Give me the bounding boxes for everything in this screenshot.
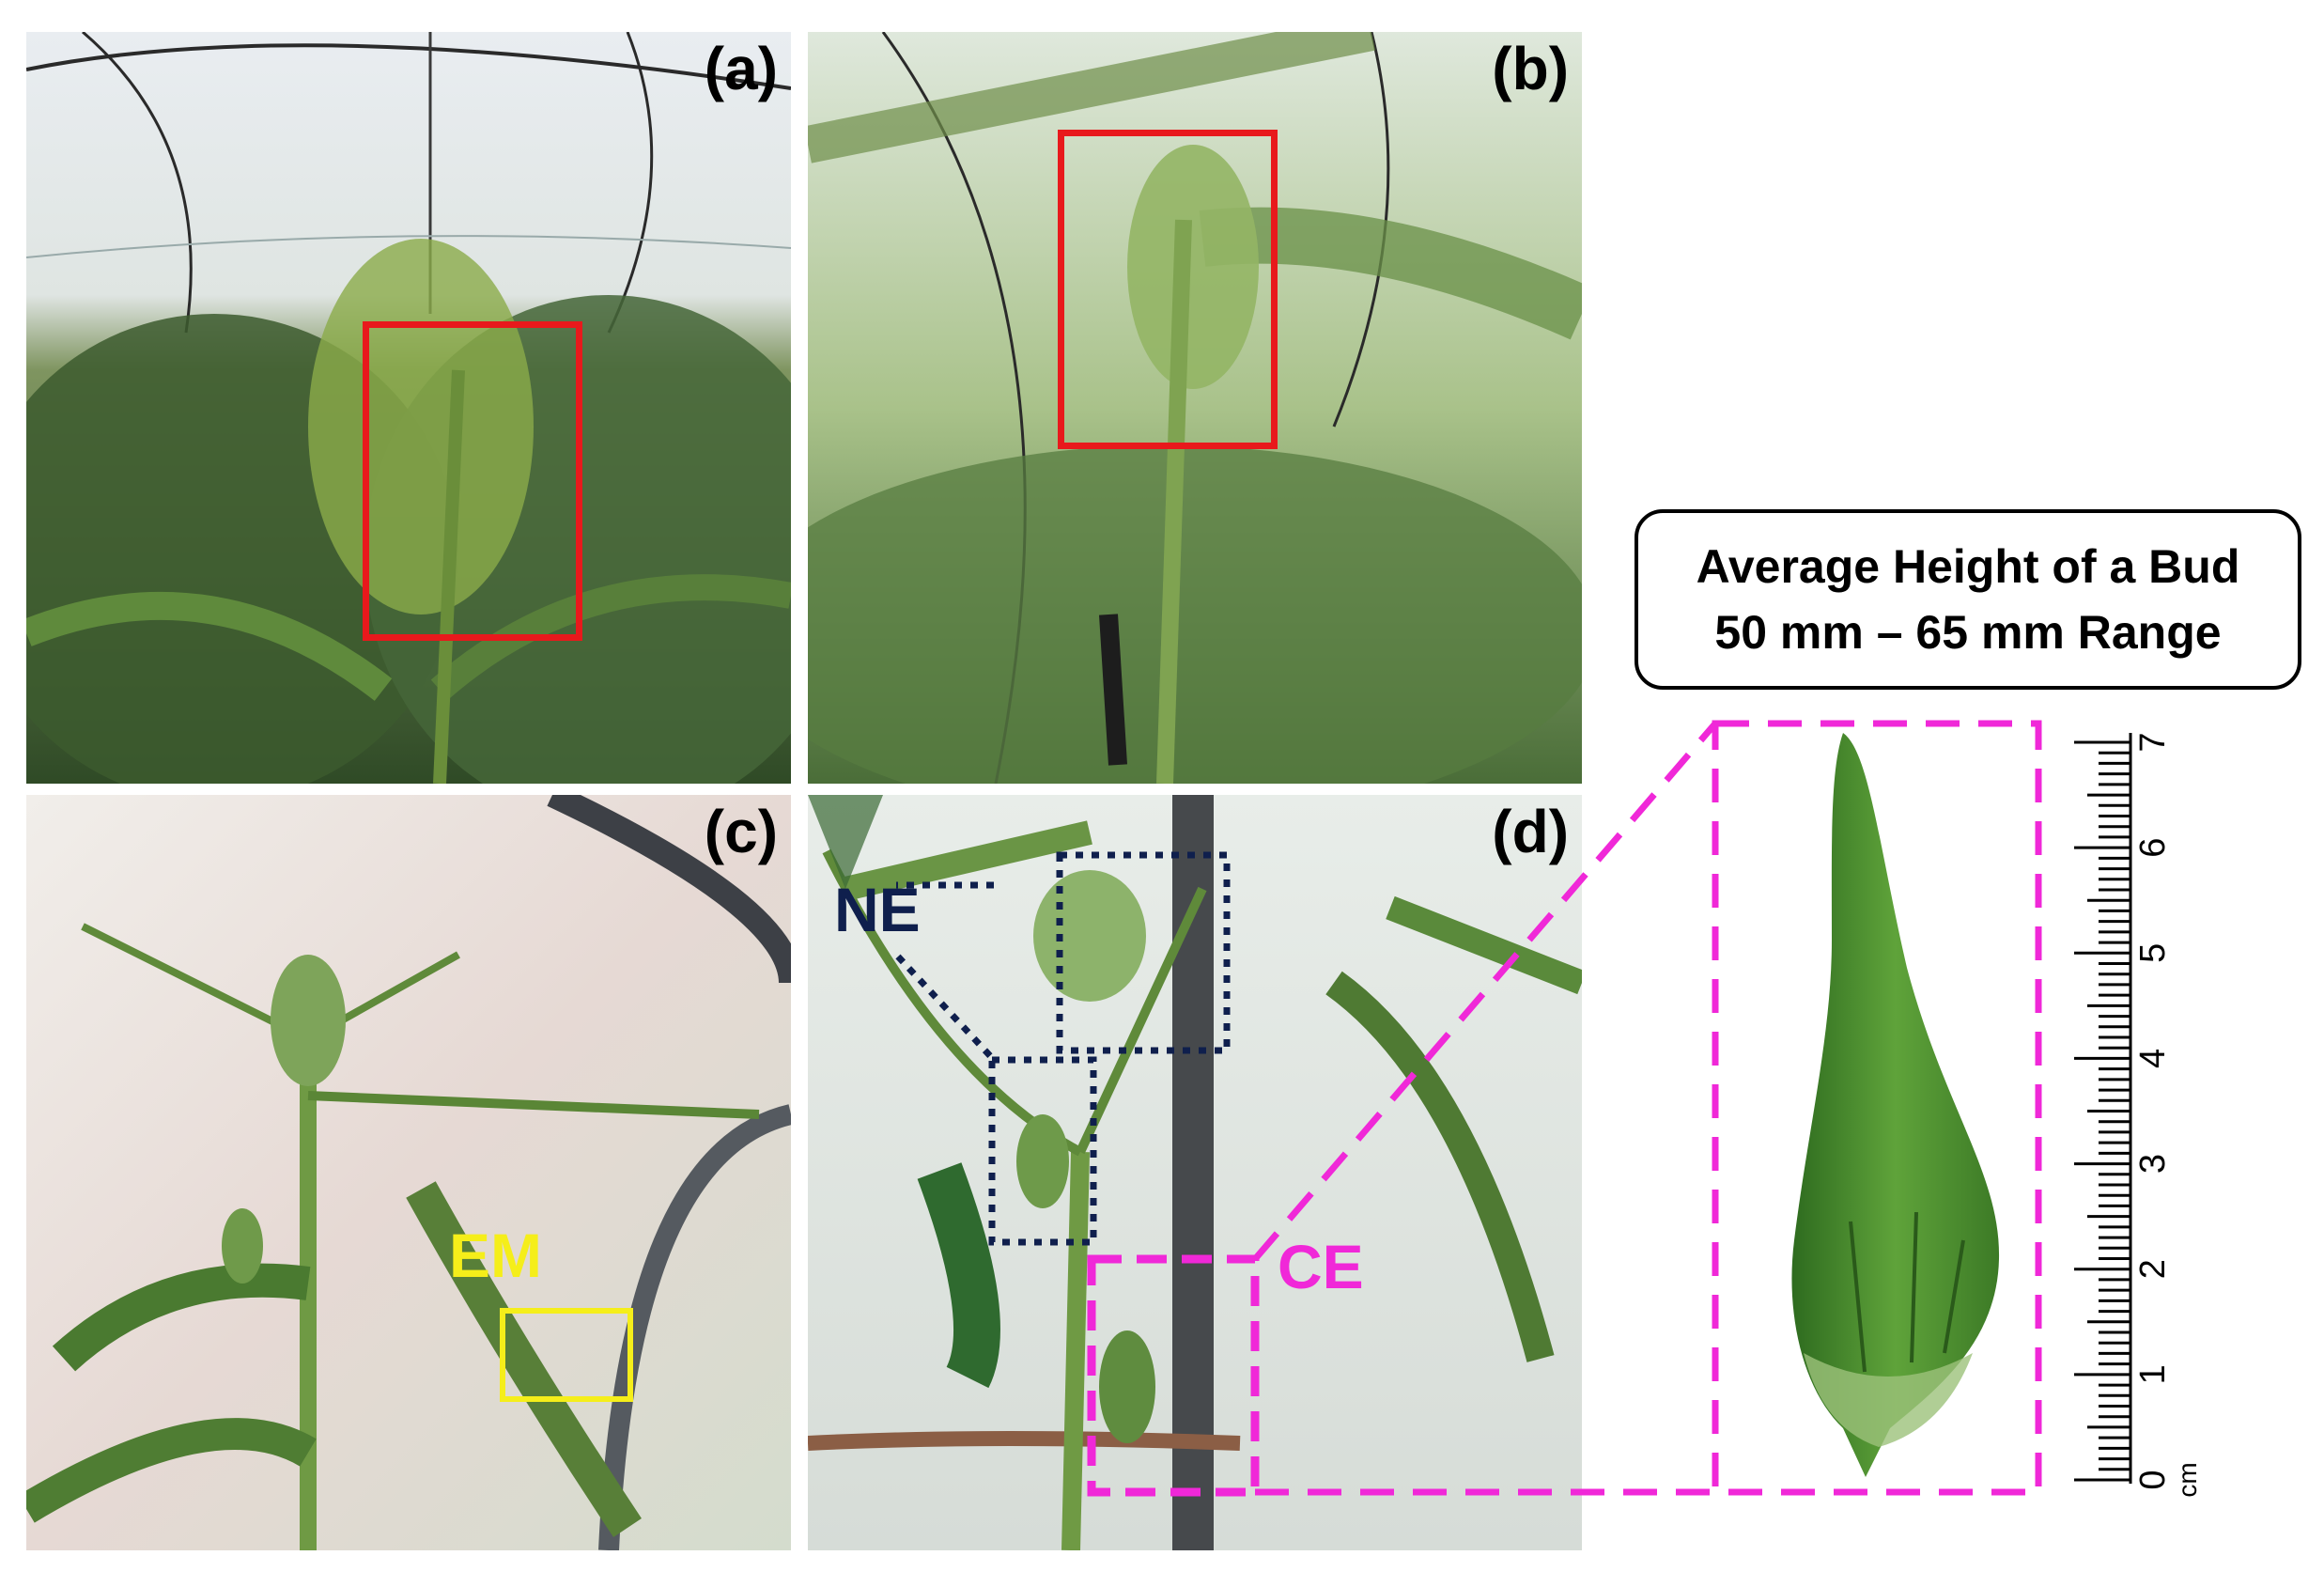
average-height-box: Average Height of a Bud 50 mm – 65 mm Ra… [1635,509,2301,690]
average-height-title: Average Height of a Bud [1696,540,2240,593]
ruler-labels: 0 1 2 3 4 5 6 7 cm [2133,732,2202,1497]
greenhouse-photo-c [26,795,791,1550]
ne-label: NE [834,875,921,944]
bud-closeup-image [1791,733,2000,1477]
panel-label-b: (b) [1492,35,1569,102]
photo-panel-c: (c) EM [26,795,791,1550]
ruler-tick-label: 2 [2133,1259,2173,1279]
ruler [2074,733,2132,1484]
bud-highlight-box-b [1058,130,1278,449]
photo-panel-b: (b) [808,32,1582,784]
ruler-tick-label: 4 [2133,1049,2173,1068]
panel-label-a: (a) [704,35,778,102]
ruler-tick-label: 7 [2133,732,2173,752]
bud-highlight-box-a [363,321,582,641]
photo-panel-a: (a) [26,32,791,784]
ruler-tick-label: 1 [2133,1364,2173,1384]
panel-label-d: (d) [1492,798,1569,865]
panel-label-c: (c) [704,798,778,865]
greenhouse-photo-b [808,32,1582,784]
ruler-tick-label: 6 [2133,838,2173,858]
em-label: EM [449,1221,542,1290]
ruler-tick-label: 3 [2133,1154,2173,1174]
height-range-text: 50 mm – 65 mm Range [1714,606,2222,659]
greenhouse-photo-d [808,795,1582,1550]
photo-panel-d: (d) NE CE [808,795,1582,1550]
ruler-unit-label: cm [2173,1462,2202,1497]
ce-label: CE [1278,1232,1364,1301]
ruler-tick-label: 5 [2133,943,2173,963]
ruler-tick-label: 0 [2133,1470,2173,1489]
em-highlight-box [500,1308,633,1402]
bud-closeup-frame [1712,720,2042,1496]
